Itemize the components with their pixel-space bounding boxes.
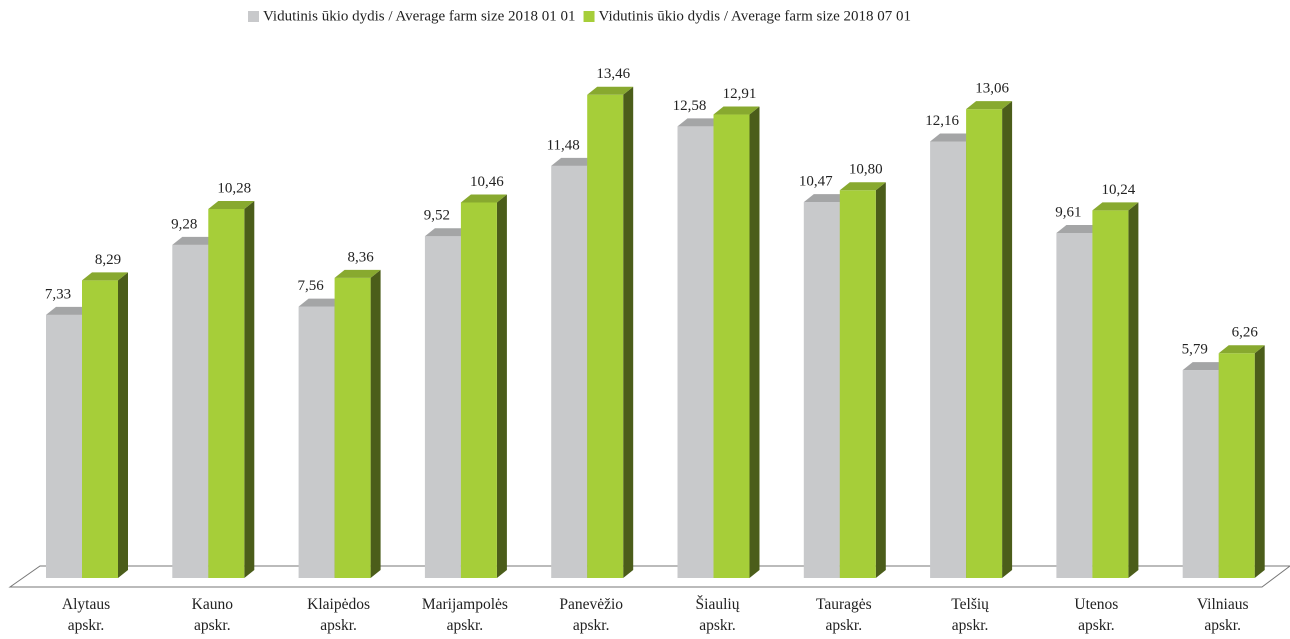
- bar: [82, 272, 128, 578]
- data-label: 7,56: [297, 278, 324, 294]
- bar-top: [208, 200, 255, 209]
- bar-front: [966, 109, 1003, 579]
- bar: [1218, 345, 1265, 578]
- x-tick-label: Tauragės apskr.: [815, 596, 872, 634]
- x-tick-label: Telšių apskr.: [951, 596, 989, 634]
- x-tick-label: Vilniaus apskr.: [1196, 596, 1249, 634]
- bar-side: [749, 106, 760, 578]
- bar-top: [460, 194, 507, 203]
- bar: [587, 86, 634, 578]
- bar-front: [803, 202, 840, 578]
- bar-top: [298, 298, 345, 307]
- bar-top: [46, 306, 92, 315]
- data-label: 9,28: [171, 216, 197, 232]
- legend-label: Vidutinis ūkio dydis / Average farm size…: [599, 8, 912, 24]
- bar: [334, 269, 381, 578]
- bar: [966, 101, 1013, 579]
- x-tick-label: Šiaulių apskr.: [695, 596, 740, 634]
- bar-front: [46, 314, 82, 578]
- bar-top: [424, 228, 471, 237]
- bar-side: [496, 194, 507, 578]
- bar-side: [370, 269, 381, 578]
- data-label: 12,58: [673, 98, 707, 114]
- legend-swatch: [583, 11, 595, 22]
- data-label: 11,48: [547, 137, 580, 153]
- data-label: 12,16: [925, 113, 959, 129]
- bar-side: [875, 182, 886, 578]
- data-label: 7,33: [45, 286, 71, 302]
- bar-top: [1092, 202, 1139, 211]
- bar-top: [966, 101, 1013, 110]
- bar-side: [118, 272, 128, 578]
- x-tick-label: Panevėžio apskr.: [559, 596, 624, 634]
- bar-side: [244, 200, 255, 578]
- bar-top: [677, 118, 724, 127]
- x-tick-label: Marijampolės apskr.: [421, 596, 508, 634]
- bar: [460, 194, 507, 578]
- bar: [208, 200, 255, 578]
- bar-top: [713, 106, 760, 115]
- bar-front: [1182, 370, 1219, 578]
- bar-top: [334, 269, 381, 278]
- bar: [713, 106, 760, 578]
- legend-label: Vidutinis ūkio dydis / Average farm size…: [263, 8, 576, 24]
- bar-top: [1182, 362, 1229, 371]
- x-tick-label: Kauno apskr.: [191, 596, 233, 634]
- data-label: 12,91: [723, 86, 757, 102]
- data-label: 10,46: [470, 174, 504, 190]
- data-label: 8,29: [95, 252, 121, 268]
- bar-side: [1254, 345, 1265, 578]
- bar: [1092, 202, 1139, 578]
- bar-front: [82, 280, 118, 578]
- data-label: 10,28: [217, 180, 251, 196]
- data-label: 9,52: [424, 208, 450, 224]
- bar-front: [208, 208, 245, 578]
- data-label: 10,24: [1102, 182, 1136, 198]
- data-label: 10,47: [799, 174, 833, 190]
- bar-front: [551, 165, 588, 579]
- bar-front: [677, 126, 714, 579]
- data-label: 13,06: [975, 81, 1009, 97]
- bar-top: [930, 133, 977, 142]
- data-label: 10,80: [849, 162, 883, 178]
- bar-top: [839, 182, 886, 191]
- bar-front: [1218, 353, 1255, 578]
- bar-front: [460, 202, 497, 578]
- bar-front: [298, 306, 335, 578]
- bar-front: [334, 277, 371, 578]
- x-tick-label: Alytaus apskr.: [61, 596, 111, 634]
- bar-side: [1128, 202, 1139, 578]
- bar-top: [1218, 345, 1265, 354]
- bar-front: [424, 236, 461, 578]
- data-label: 9,61: [1055, 204, 1081, 220]
- bar-front: [172, 244, 209, 578]
- bar-front: [839, 190, 876, 578]
- bar-front: [1056, 233, 1093, 578]
- bar: [839, 182, 886, 578]
- legend-swatch: [248, 11, 259, 22]
- bar-top: [172, 236, 219, 245]
- bar-front: [713, 114, 750, 578]
- bar-top: [1056, 225, 1103, 234]
- data-label: 5,79: [1182, 342, 1208, 358]
- bar-side: [1002, 101, 1013, 579]
- bar-front: [1092, 210, 1129, 578]
- bar-front: [587, 94, 624, 578]
- bar-top: [551, 157, 598, 166]
- x-tick-label: Klaipėdos apskr.: [307, 596, 371, 634]
- bar-top: [803, 194, 850, 203]
- bar-side: [623, 86, 634, 578]
- bar-top: [587, 86, 634, 95]
- bar-front: [930, 141, 967, 578]
- data-label: 8,36: [347, 249, 374, 265]
- bar-top: [82, 272, 128, 281]
- x-tick-label: Utenos apskr.: [1074, 596, 1119, 634]
- data-label: 6,26: [1232, 325, 1259, 341]
- data-label: 13,46: [596, 66, 630, 82]
